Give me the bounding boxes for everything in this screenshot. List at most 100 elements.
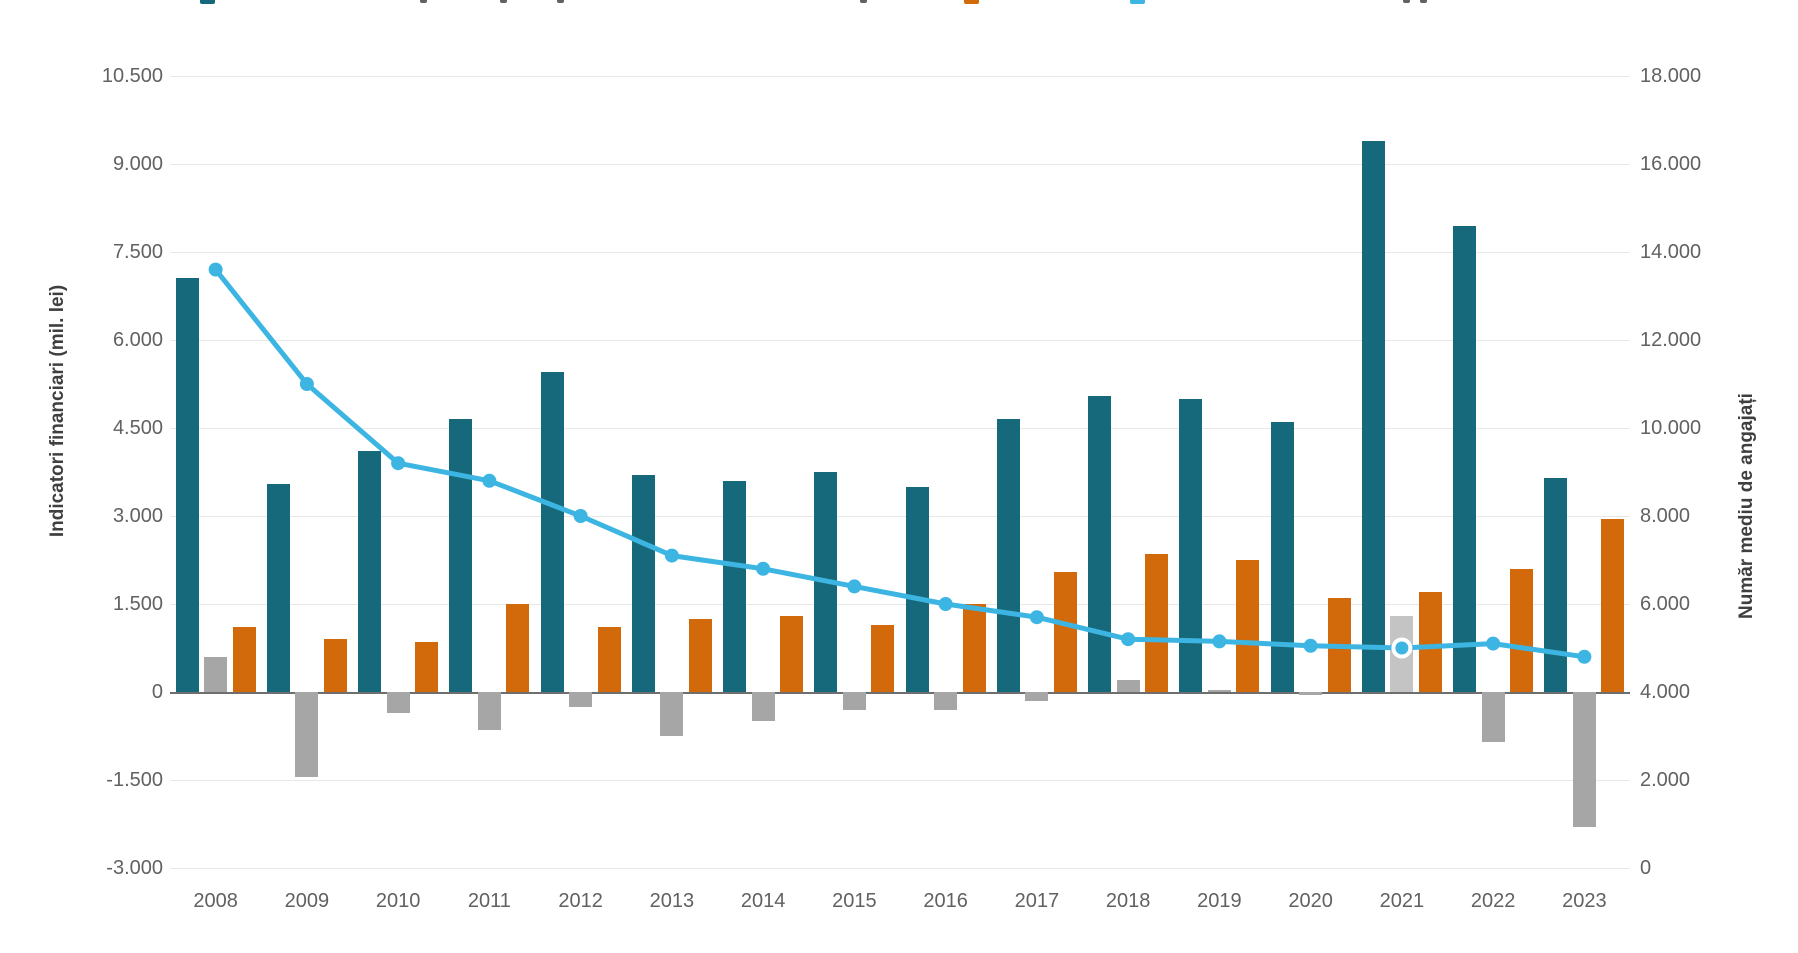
bar-financial-bar-3-2011[interactable] [506,604,530,692]
legend-item-text-fragment [1403,0,1410,3]
right-axis-title: Număr mediu de angajați [1736,393,1757,619]
bar-financial-bar-2-2009[interactable] [295,692,319,778]
legend-item-chip[interactable] [964,0,979,4]
line-point-2023[interactable] [1577,649,1592,664]
left-tick-label: 6.000 [112,329,163,351]
plot-area [170,76,1630,869]
right-tick-label: 8.000 [1640,505,1691,527]
bar-financial-bar-2-2011[interactable] [477,692,501,731]
bar-financial-bar-1-2021[interactable] [1361,140,1385,692]
line-point-2014[interactable] [756,561,771,576]
bar-financial-bar-3-2015[interactable] [871,624,895,692]
line-point-2009[interactable] [299,377,314,391]
gridline [170,76,1630,77]
bar-financial-bar-3-2014[interactable] [780,615,804,692]
bar-financial-bar-1-2010[interactable] [358,451,382,692]
left-axis-title: Indicatori financiari (mil. lei) [47,284,68,538]
bar-financial-bar-1-2011[interactable] [449,419,473,692]
x-axis-label-2017: 2017 [1014,890,1060,912]
bar-financial-bar-3-2012[interactable] [597,627,621,692]
line-point-2012[interactable] [573,509,588,523]
right-tick-label: 4.000 [1640,681,1691,703]
gridline [170,516,1630,517]
gridline [170,164,1630,165]
bar-financial-bar-1-2012[interactable] [540,372,564,692]
bar-financial-bar-1-2017[interactable] [996,419,1020,692]
bar-financial-bar-2-2018[interactable] [1116,680,1140,692]
x-axis-label-2021: 2021 [1379,890,1425,912]
x-axis-label-2019: 2019 [1197,890,1242,912]
line-point-2020[interactable] [1303,638,1318,653]
bar-financial-bar-3-2021[interactable] [1418,592,1442,692]
bar-financial-bar-3-2008[interactable] [232,627,256,692]
bar-financial-bar-3-2018[interactable] [1145,554,1169,692]
bar-financial-bar-2-2017[interactable] [1025,692,1049,701]
bar-financial-bar-2-2019[interactable] [1207,689,1231,692]
x-axis-label-2023: 2023 [1562,890,1607,912]
bar-financial-bar-1-2014[interactable] [723,480,747,692]
bar-financial-bar-2-2020[interactable] [1299,692,1323,695]
bar-financial-bar-1-2020[interactable] [1270,422,1294,692]
employees-line-layer [208,262,1592,664]
line-point-2011[interactable] [482,473,497,488]
line-point-2018[interactable] [1121,632,1136,647]
bar-financial-bar-1-2022[interactable] [1453,225,1477,692]
right-tick-label: 6.000 [1640,593,1691,615]
line-point-2016[interactable] [938,597,953,611]
bar-financial-bar-1-2018[interactable] [1088,395,1112,692]
bar-financial-bar-3-2013[interactable] [688,618,712,692]
legend-item-chip[interactable] [1130,0,1145,4]
bar-financial-bar-2-2010[interactable] [386,692,410,713]
x-axis-label-2020: 2020 [1288,890,1333,912]
x-axis-label-2014: 2014 [740,890,786,912]
right-tick-label: 10.000 [1640,417,1702,439]
legend-item-chip[interactable] [200,0,215,4]
left-tick-label: -3.000 [106,857,163,879]
x-axis-label-2013: 2013 [649,890,695,912]
bar-financial-bar-1-2008[interactable] [175,278,199,692]
bar-financial-bar-2-2023[interactable] [1572,692,1596,827]
line-point-2008[interactable] [208,262,223,277]
gridline [170,340,1630,341]
bar-financial-bar-1-2016[interactable] [905,486,929,692]
bar-financial-bar-2-2013[interactable] [660,692,684,736]
line-point-2017[interactable] [1029,610,1044,625]
bar-financial-bar-2-2014[interactable] [751,692,775,722]
bar-financial-bar-2-2012[interactable] [569,692,593,707]
bar-financial-bar-3-2010[interactable] [415,642,439,692]
line-point-2022[interactable] [1486,636,1501,651]
zero-baseline [170,692,1630,694]
left-tick-label: 9.000 [112,153,163,175]
left-tick-label: 7.500 [112,241,163,263]
x-axis-label-2016: 2016 [923,890,968,912]
bar-financial-bar-3-2016[interactable] [962,604,986,692]
bar-financial-bar-2-2008[interactable] [204,656,228,692]
x-axis-label-2008: 2008 [193,890,238,912]
legend-item-text-fragment [500,0,507,3]
line-point-2021[interactable] [1395,641,1409,655]
bar-financial-bar-3-2009[interactable] [323,639,347,692]
line-point-2019[interactable] [1212,634,1227,649]
x-axis-label-2022: 2022 [1470,890,1516,912]
bar-financial-bar-2-2015[interactable] [842,692,866,710]
left-tick-label: -1.500 [106,769,163,791]
bar-financial-bar-1-2023[interactable] [1544,477,1568,692]
bar-financial-bar-3-2022[interactable] [1510,568,1534,692]
bar-financial-bar-1-2013[interactable] [631,474,655,692]
bar-financial-bar-3-2023[interactable] [1601,518,1625,692]
bar-financial-bar-1-2019[interactable] [1179,398,1203,692]
legend-cropped [0,0,1798,6]
bar-financial-bar-2-2022[interactable] [1481,692,1505,742]
line-point-2013[interactable] [664,548,679,563]
x-axis-label-2012: 2012 [558,890,603,912]
bar-financial-bar-2-2016[interactable] [934,692,958,710]
x-axis-label-2010: 2010 [375,890,421,912]
left-tick-label: 4.500 [112,417,163,439]
bar-financial-bar-3-2019[interactable] [1236,560,1260,692]
legend-item-text-fragment [557,0,564,3]
line-point-2015[interactable] [847,579,862,594]
bar-financial-bar-1-2009[interactable] [266,483,290,692]
right-tick-label: 0 [1640,857,1652,879]
bar-financial-bar-3-2017[interactable] [1053,571,1077,692]
line-point-2010[interactable] [391,456,406,471]
